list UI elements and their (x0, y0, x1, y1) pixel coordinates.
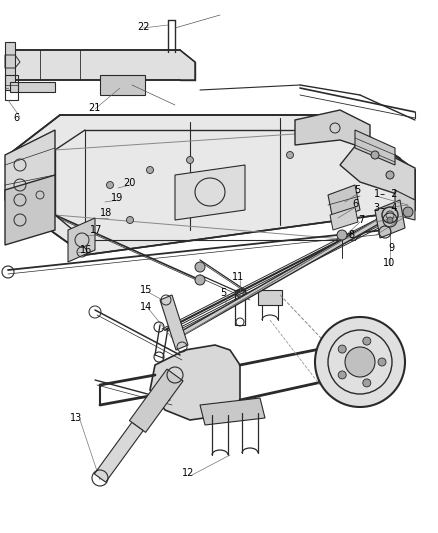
Text: 6: 6 (352, 199, 358, 209)
Polygon shape (330, 207, 358, 230)
Circle shape (345, 347, 375, 377)
Polygon shape (328, 185, 360, 220)
Polygon shape (15, 50, 195, 80)
Text: 1–  2: 1– 2 (374, 189, 398, 199)
Text: 5: 5 (220, 288, 226, 298)
Polygon shape (160, 295, 188, 350)
Polygon shape (150, 345, 240, 420)
Polygon shape (375, 200, 405, 238)
Text: 12: 12 (182, 468, 194, 478)
Polygon shape (5, 130, 55, 215)
Text: 15: 15 (140, 285, 152, 295)
Circle shape (286, 151, 293, 158)
Polygon shape (395, 190, 415, 220)
Circle shape (386, 171, 394, 179)
Circle shape (338, 345, 346, 353)
Circle shape (378, 358, 386, 366)
Polygon shape (100, 75, 145, 95)
Text: 6: 6 (13, 113, 19, 123)
Polygon shape (129, 369, 183, 432)
Polygon shape (355, 130, 395, 165)
Text: 22: 22 (137, 22, 149, 32)
Text: 18: 18 (100, 208, 112, 218)
Circle shape (106, 182, 113, 189)
Polygon shape (258, 290, 282, 305)
Circle shape (195, 262, 205, 272)
Text: 9: 9 (388, 243, 394, 253)
Circle shape (371, 151, 379, 159)
Text: 20: 20 (123, 178, 135, 188)
Polygon shape (295, 110, 370, 150)
Polygon shape (200, 398, 265, 425)
Polygon shape (5, 42, 15, 90)
Circle shape (146, 166, 153, 174)
Circle shape (127, 216, 134, 223)
Polygon shape (340, 140, 415, 200)
Text: 13: 13 (70, 413, 82, 423)
Text: 21: 21 (88, 103, 100, 113)
Polygon shape (8, 115, 415, 255)
Text: 10: 10 (383, 258, 395, 268)
Polygon shape (175, 215, 385, 340)
Polygon shape (10, 82, 55, 92)
Text: 8: 8 (348, 230, 354, 240)
Circle shape (387, 217, 393, 223)
Text: 16: 16 (80, 245, 92, 255)
Polygon shape (68, 218, 95, 262)
Circle shape (337, 230, 347, 240)
Circle shape (363, 337, 371, 345)
Text: 5: 5 (354, 185, 360, 195)
Circle shape (338, 371, 346, 379)
Text: 7: 7 (358, 215, 364, 225)
Circle shape (195, 275, 205, 285)
Polygon shape (5, 175, 55, 245)
Circle shape (315, 317, 405, 407)
Text: 17: 17 (90, 225, 102, 235)
Text: 19: 19 (111, 193, 123, 203)
Polygon shape (94, 422, 143, 482)
Circle shape (187, 157, 194, 164)
Text: 14: 14 (140, 302, 152, 312)
Text: 3–  4: 3– 4 (374, 203, 397, 213)
Text: 11: 11 (232, 272, 244, 282)
Polygon shape (175, 165, 245, 220)
Circle shape (403, 207, 413, 217)
Circle shape (363, 379, 371, 387)
